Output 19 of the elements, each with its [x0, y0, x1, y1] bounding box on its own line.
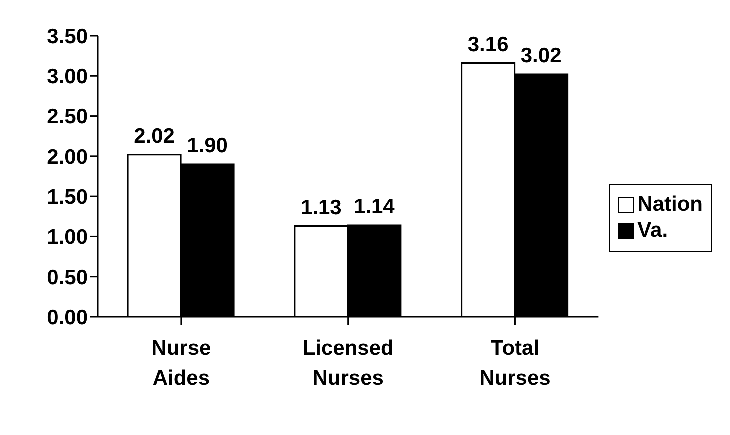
y-tick-label: 2.50: [47, 106, 88, 129]
y-tick-label: 1.00: [47, 226, 88, 250]
x-tick-label: Total Nurses: [480, 337, 551, 390]
data-label: 3.02: [520, 44, 562, 68]
legend-label: Va.: [638, 218, 668, 242]
data-label: 1.90: [187, 134, 228, 158]
data-label: 2.02: [134, 124, 175, 148]
legend-label: Nation: [638, 192, 703, 216]
x-tick-label: Nurse Aides: [152, 337, 212, 390]
y-tick-label: 3.00: [47, 66, 88, 89]
data-label: 1.14: [354, 195, 396, 218]
y-tick-label: 2.00: [47, 146, 88, 169]
y-tick-label: 3.50: [47, 25, 88, 48]
data-label: 3.16: [468, 33, 509, 56]
y-tick-label: 0.50: [47, 266, 88, 290]
data-label: 1.13: [300, 196, 342, 220]
y-tick-label: 0.00: [47, 306, 88, 330]
y-tick-label: 1.50: [47, 186, 88, 210]
x-tick-label: Licensed Nurses: [302, 337, 394, 390]
